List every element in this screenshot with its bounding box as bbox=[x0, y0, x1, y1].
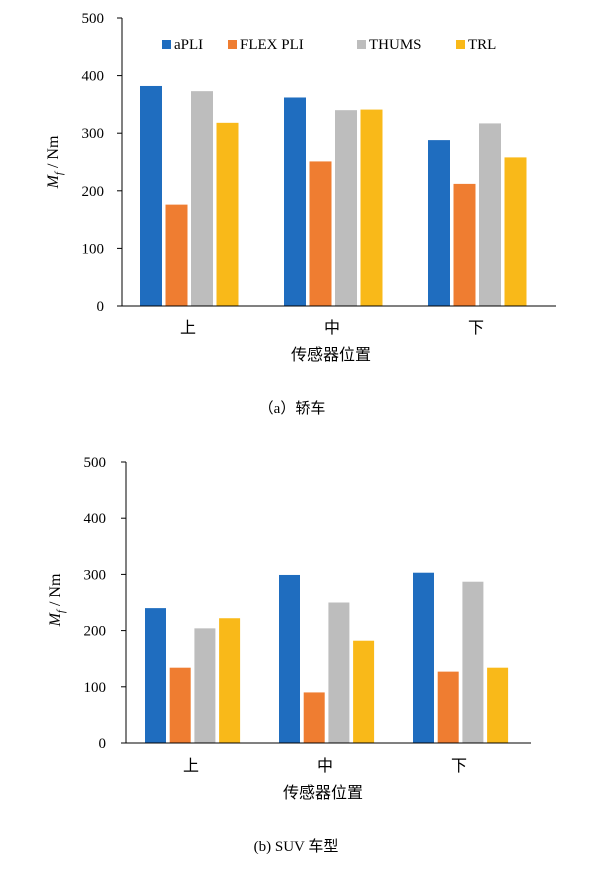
x-category-label: 下 bbox=[468, 318, 484, 337]
bar bbox=[353, 640, 375, 743]
bar bbox=[462, 581, 484, 743]
bar bbox=[437, 671, 459, 743]
bar bbox=[479, 123, 501, 307]
legend-label: aPLI bbox=[174, 37, 203, 53]
y-tick-label: 0 bbox=[97, 299, 105, 315]
bar bbox=[279, 574, 300, 743]
chart-b-x-categories: 上中下 bbox=[183, 756, 467, 775]
chart-a-y-ticks: 0 100 200 300 400 500 bbox=[82, 11, 122, 315]
y-tick-label: 500 bbox=[82, 11, 105, 27]
chart-a-y-label: Mf / Nm bbox=[45, 135, 65, 189]
bar bbox=[140, 85, 162, 306]
bar bbox=[428, 140, 450, 306]
bar bbox=[194, 628, 216, 743]
chart-a-x-label: 传感器位置 bbox=[291, 345, 371, 364]
x-category-label: 上 bbox=[183, 756, 199, 775]
y-tick-label: 200 bbox=[82, 184, 105, 200]
chart-b-caption: (b) SUV 车型 bbox=[254, 838, 339, 855]
y-tick-label: 500 bbox=[84, 455, 107, 471]
chart-b-y-ticks: 0 100 200 300 400 500 bbox=[84, 455, 126, 752]
bar bbox=[169, 667, 191, 743]
bar bbox=[360, 109, 383, 306]
chart-b: 0 100 200 300 400 500 上 中 下 Mf / Nm 传感器位置 (b) S… bbox=[47, 455, 531, 855]
chart-a-x-categories: 上中下 bbox=[180, 318, 484, 337]
chart-a: 0 100 200 300 400 500 上 中 下 Mf / Nm 传感器位置 aPLI F… bbox=[45, 11, 556, 417]
y-tick-label: 300 bbox=[82, 126, 105, 142]
bar bbox=[165, 204, 188, 306]
bar bbox=[191, 91, 213, 306]
y-tick-label: 100 bbox=[84, 680, 107, 696]
bar bbox=[487, 667, 509, 743]
bar bbox=[335, 110, 357, 306]
legend-swatch bbox=[456, 40, 465, 49]
bar bbox=[504, 157, 527, 306]
legend-swatch bbox=[228, 40, 237, 49]
bar bbox=[219, 618, 241, 743]
bar bbox=[309, 161, 332, 306]
legend-swatch bbox=[357, 40, 366, 49]
legend-label: FLEX PLI bbox=[240, 37, 304, 53]
chart-a-caption: （a）轿车 bbox=[259, 400, 326, 417]
bar bbox=[453, 183, 476, 306]
legend-label: THUMS bbox=[369, 37, 422, 53]
bar bbox=[145, 608, 166, 743]
bar bbox=[216, 122, 239, 306]
x-category-label: 中 bbox=[324, 318, 340, 337]
bar bbox=[328, 602, 350, 743]
chart-b-x-label: 传感器位置 bbox=[283, 783, 363, 802]
y-tick-label: 0 bbox=[99, 736, 107, 752]
legend-swatch bbox=[162, 40, 171, 49]
chart-a-bars bbox=[140, 85, 527, 307]
y-tick-label: 100 bbox=[82, 241, 105, 257]
chart-b-bars bbox=[145, 572, 509, 743]
y-tick-label: 200 bbox=[84, 624, 107, 640]
bar bbox=[284, 97, 306, 306]
legend-label: TRL bbox=[468, 37, 496, 53]
y-tick-label: 300 bbox=[84, 567, 107, 583]
y-tick-label: 400 bbox=[84, 511, 107, 527]
x-category-label: 中 bbox=[317, 756, 333, 775]
bar bbox=[303, 692, 325, 743]
x-category-label: 下 bbox=[451, 756, 467, 775]
y-tick-label: 400 bbox=[82, 69, 105, 85]
bar bbox=[413, 572, 434, 743]
chart-a-legend: aPLI FLEX PLI THUMS TRL bbox=[162, 37, 496, 53]
chart-b-y-label: Mf / Nm bbox=[47, 573, 67, 627]
x-category-label: 上 bbox=[180, 318, 196, 337]
